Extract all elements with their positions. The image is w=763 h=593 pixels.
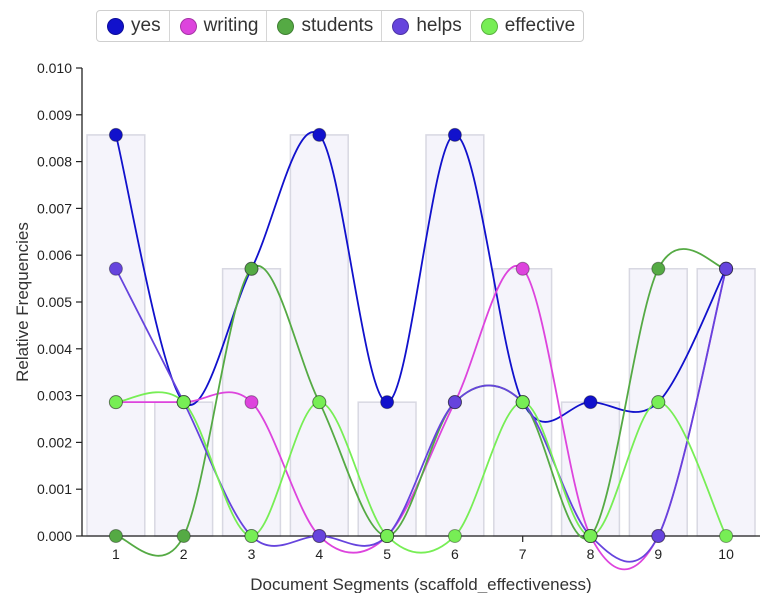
y-tick-label: 0.009 (37, 107, 72, 123)
background-bar (425, 134, 485, 537)
data-point-students[interactable] (176, 529, 191, 543)
x-tick-label: 4 (315, 546, 323, 562)
data-point-helps[interactable] (719, 261, 734, 276)
legend-dot-icon (277, 17, 295, 35)
x-tick-label: 7 (519, 546, 527, 562)
legend-label: effective (504, 15, 576, 36)
y-tick-label: 0.008 (37, 154, 72, 170)
data-point-effective[interactable] (244, 529, 259, 543)
data-point-effective[interactable] (651, 395, 666, 410)
data-point-helps[interactable] (447, 395, 462, 410)
data-point-helps[interactable] (108, 261, 123, 276)
background-bar (154, 401, 214, 537)
data-point-effective[interactable] (515, 395, 530, 410)
data-point-effective[interactable] (447, 529, 462, 543)
legend-label: helps (416, 15, 462, 36)
y-tick-label: 0.004 (37, 341, 72, 357)
background-bar (560, 401, 621, 537)
background-bar (86, 134, 146, 537)
legend-item-effective[interactable]: effective (471, 11, 583, 41)
legend-item-writing[interactable]: writing (170, 11, 268, 41)
series-line-helps (115, 268, 727, 563)
x-axis-title: Document Segments (scaffold_effectivenes… (250, 575, 591, 593)
data-point-helps[interactable] (312, 529, 327, 543)
y-tick-label: 0.003 (37, 388, 72, 404)
y-tick-label: 0.001 (37, 481, 72, 497)
data-point-effective[interactable] (719, 529, 734, 543)
data-point-yes[interactable] (108, 127, 123, 142)
background-bar (289, 134, 349, 537)
data-point-students[interactable] (108, 529, 123, 543)
x-tick-label: 3 (248, 546, 256, 562)
y-tick-label: 0.007 (37, 200, 72, 216)
x-tick-label: 2 (180, 546, 188, 562)
axes-layer: 0.000 0.001 0.002 0.003 0.004 0.005 0.006 0.007… (37, 60, 760, 562)
data-point-effective[interactable] (312, 395, 327, 410)
data-point-writing[interactable] (244, 395, 259, 410)
legend-dot-icon (179, 17, 197, 35)
y-axis-title: Relative Frequencies (13, 222, 32, 382)
series-line-students (115, 248, 727, 557)
points-layer (108, 127, 734, 543)
legend-label: writing (203, 15, 259, 36)
y-tick-label: 0.010 (37, 60, 72, 76)
background-bar (696, 268, 756, 537)
data-point-effective[interactable] (380, 529, 395, 543)
data-point-yes[interactable] (380, 395, 395, 410)
data-point-effective[interactable] (176, 395, 191, 410)
legend-dot-icon (392, 17, 410, 35)
data-point-students[interactable] (244, 261, 259, 276)
x-tick-label: 5 (383, 546, 391, 562)
y-tick-label: 0.002 (37, 434, 72, 450)
legend-label: students (301, 15, 374, 36)
data-point-effective[interactable] (583, 529, 598, 543)
legend-item-helps[interactable]: helps (382, 11, 471, 41)
data-point-yes[interactable] (583, 395, 598, 410)
x-tick-label: 6 (451, 546, 459, 562)
data-point-students[interactable] (651, 261, 666, 276)
data-point-yes[interactable] (447, 127, 462, 142)
data-point-writing[interactable] (515, 261, 530, 276)
data-point-helps[interactable] (651, 529, 666, 543)
legend-dot-icon (480, 17, 498, 35)
x-tick-label: 9 (654, 546, 662, 562)
legend-item-students[interactable]: students (267, 11, 383, 41)
data-point-yes[interactable] (312, 127, 327, 142)
legend-dot-icon (107, 17, 124, 35)
series-line-effective (115, 391, 727, 554)
y-tick-label: 0.006 (37, 247, 72, 263)
legend-item-yes[interactable]: yes (97, 11, 170, 41)
y-tick-label: 0.005 (37, 294, 72, 310)
chart-legend: yes writing students helps effective (96, 10, 585, 42)
x-tick-label: 10 (718, 546, 734, 562)
y-tick-label: 0.000 (37, 528, 72, 544)
x-tick-label: 8 (587, 546, 595, 562)
data-point-effective[interactable] (108, 395, 123, 410)
x-tick-label: 1 (112, 546, 120, 562)
legend-label: yes (131, 15, 161, 36)
